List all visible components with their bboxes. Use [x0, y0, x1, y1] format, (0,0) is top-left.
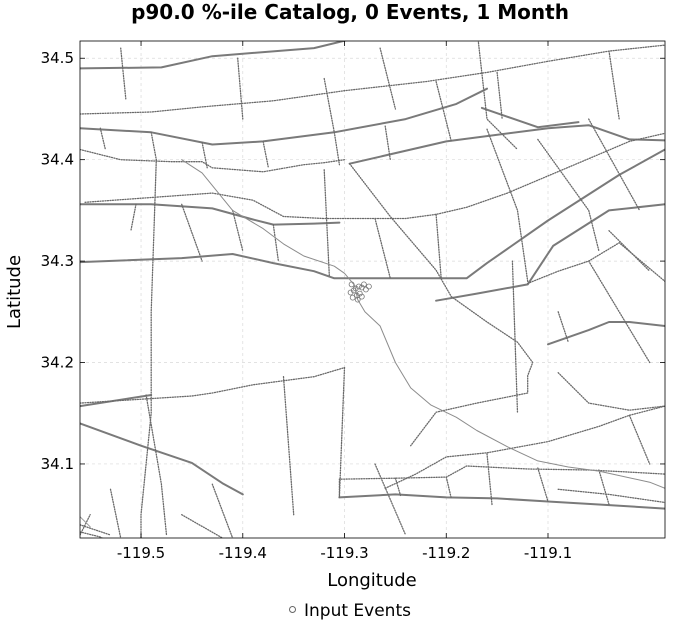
fault-line — [145, 394, 168, 536]
fault-line — [557, 372, 665, 411]
fault-line — [80, 422, 244, 496]
fault-line — [486, 128, 529, 283]
axis-ticks: -119.5 -119.4 -119.3 -119.2 -119.1 34.1 34.2 34… — [41, 41, 665, 562]
fault-line — [598, 469, 610, 506]
event-marker — [354, 296, 361, 303]
event-marker — [358, 293, 365, 300]
legend-label: Input Events — [304, 601, 411, 621]
plot-background — [80, 41, 665, 538]
fault-line — [201, 141, 208, 169]
fault-line — [80, 148, 665, 280]
fault-line — [80, 524, 112, 536]
y-tick-label: 34.3 — [41, 252, 74, 270]
fault-line — [338, 366, 346, 499]
fault-line — [181, 203, 203, 262]
fault-line — [150, 131, 157, 161]
fault-line — [99, 127, 107, 151]
fault-line — [80, 531, 104, 538]
fault-line — [379, 47, 397, 110]
event-marker — [347, 289, 354, 296]
fault-line — [323, 77, 335, 133]
fault-line — [120, 47, 127, 100]
fault-line — [140, 159, 157, 538]
fault-line — [374, 463, 407, 536]
fault-line — [338, 493, 665, 510]
fault-line — [537, 138, 600, 252]
fault-line — [557, 488, 665, 504]
fault-line — [80, 366, 346, 404]
plot-frame — [79, 40, 666, 539]
x-tick-label: -119.5 — [117, 544, 165, 562]
event-marker — [348, 281, 355, 288]
event-marker — [365, 283, 372, 290]
y-tick-label: 34.2 — [41, 354, 74, 372]
fault-line — [80, 41, 348, 70]
fault-line — [486, 453, 493, 506]
fault-line — [384, 405, 665, 489]
fault-line — [384, 125, 391, 161]
fault-line — [435, 80, 452, 143]
fault-line — [333, 131, 341, 166]
fault-line — [80, 87, 488, 146]
fault-line — [80, 203, 341, 226]
fault-line — [338, 465, 665, 499]
fault-line — [231, 209, 244, 252]
fault-line — [80, 514, 91, 536]
fault-line — [557, 311, 569, 343]
fault-line — [323, 169, 330, 276]
event-marker — [349, 294, 356, 301]
y-axis-label: Latitude — [4, 255, 25, 329]
fault-line — [181, 514, 224, 538]
y-tick-label: 34.5 — [41, 49, 74, 67]
fault-line — [511, 260, 519, 414]
fault-line — [262, 140, 269, 168]
fault-line — [480, 106, 580, 129]
x-tick-label: -119.1 — [524, 544, 572, 562]
fault-line — [496, 71, 503, 120]
event-marker — [350, 287, 357, 294]
fault-line — [435, 203, 665, 302]
fault-line — [80, 44, 665, 115]
fault-line — [348, 163, 534, 447]
event-marker — [352, 285, 359, 292]
fault-line — [130, 203, 137, 232]
fault-line — [80, 148, 346, 173]
legend: Input Events — [0, 601, 700, 621]
fault-line — [588, 118, 641, 212]
fault-line — [608, 50, 620, 120]
fault-line — [547, 321, 665, 346]
chart-title: p90.0 %-ile Catalog, 0 Events, 1 Month — [131, 0, 569, 24]
fault-line — [588, 260, 651, 364]
input-events-markers — [347, 281, 372, 303]
fault-line — [80, 516, 91, 528]
y-tick-label: 34.1 — [41, 455, 74, 473]
fault-line — [435, 213, 442, 279]
grid-lines — [80, 41, 665, 538]
fault-line — [282, 376, 295, 516]
fault-line — [374, 217, 391, 279]
fault-line — [628, 414, 651, 465]
fault-line — [109, 488, 122, 538]
event-marker — [356, 290, 363, 297]
fault-line — [477, 41, 519, 151]
fault-lines — [80, 41, 665, 538]
x-tick-label: -119.4 — [219, 544, 267, 562]
event-marker — [362, 286, 369, 293]
fault-line — [272, 223, 280, 262]
x-tick-label: -119.3 — [320, 544, 368, 562]
x-tick-label: -119.2 — [422, 544, 470, 562]
fault-line — [445, 476, 452, 500]
event-marker — [355, 283, 362, 290]
event-marker — [360, 281, 367, 288]
fault-line — [211, 483, 234, 538]
open-circle-icon — [289, 605, 296, 613]
fault-line — [394, 477, 402, 497]
coastline — [181, 159, 665, 489]
fault-line — [608, 230, 651, 272]
y-tick-label: 34.4 — [41, 151, 74, 169]
fault-line — [537, 467, 549, 503]
x-axis-label: Longitude — [327, 570, 417, 591]
fault-line — [237, 57, 244, 120]
